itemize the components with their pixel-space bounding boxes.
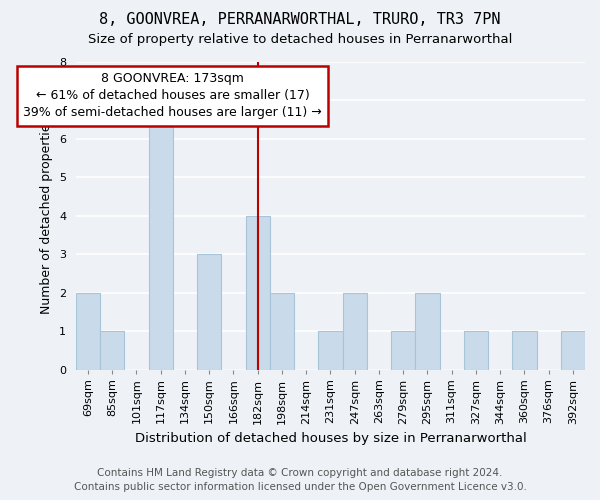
Y-axis label: Number of detached properties: Number of detached properties: [40, 117, 53, 314]
X-axis label: Distribution of detached houses by size in Perranarworthal: Distribution of detached houses by size …: [134, 432, 526, 445]
Bar: [561, 331, 585, 370]
Text: Size of property relative to detached houses in Perranarworthal: Size of property relative to detached ho…: [88, 32, 512, 46]
Bar: [318, 331, 343, 370]
Bar: [464, 331, 488, 370]
Text: 8 GOONVREA: 173sqm
← 61% of detached houses are smaller (17)
39% of semi-detache: 8 GOONVREA: 173sqm ← 61% of detached hou…: [23, 72, 322, 120]
Bar: [512, 331, 536, 370]
Bar: [343, 292, 367, 370]
Bar: [391, 331, 415, 370]
Bar: [197, 254, 221, 370]
Bar: [76, 292, 100, 370]
Bar: [245, 216, 270, 370]
Bar: [270, 292, 294, 370]
Bar: [100, 331, 124, 370]
Text: 8, GOONVREA, PERRANARWORTHAL, TRURO, TR3 7PN: 8, GOONVREA, PERRANARWORTHAL, TRURO, TR3…: [99, 12, 501, 28]
Text: Contains HM Land Registry data © Crown copyright and database right 2024.
Contai: Contains HM Land Registry data © Crown c…: [74, 468, 526, 492]
Bar: [415, 292, 440, 370]
Bar: [149, 100, 173, 369]
